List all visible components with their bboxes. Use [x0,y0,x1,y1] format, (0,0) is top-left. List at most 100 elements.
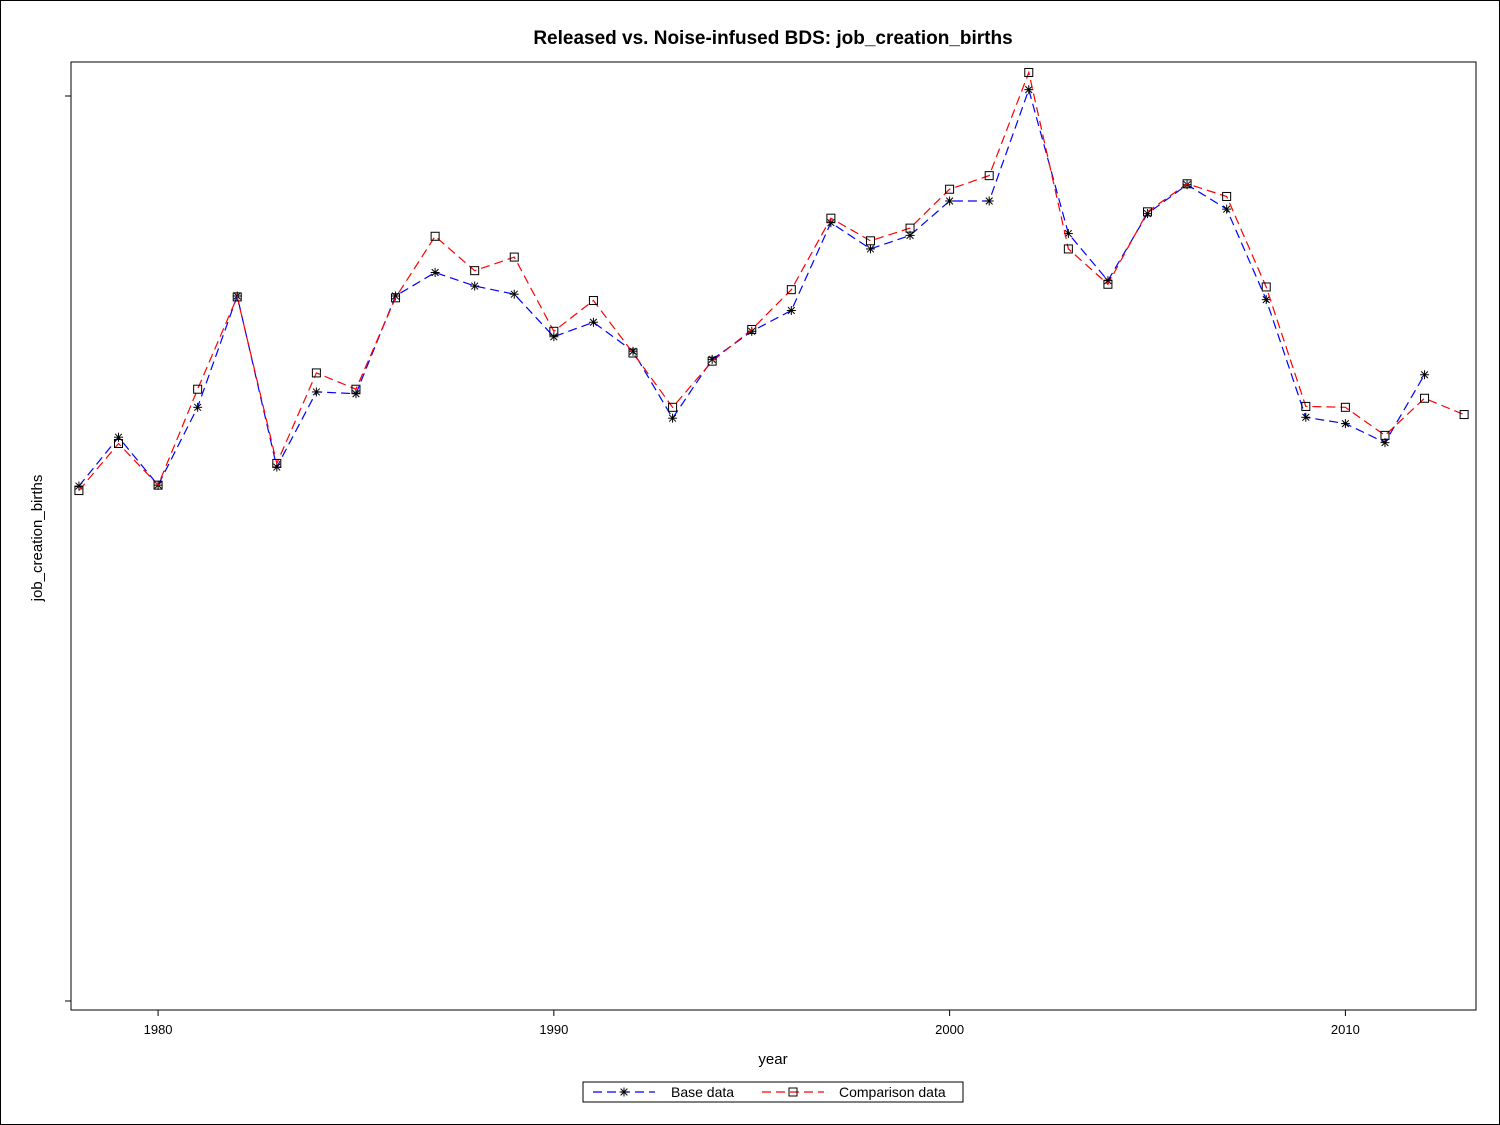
base-data-point-1978-stroke-3 [75,482,83,490]
x-tick-label-1980: 1980 [144,1022,173,1037]
comparison-data-point-2001 [984,171,994,181]
base-data-point-2006 [1182,180,1192,190]
comparison-data-point-2002 [1024,67,1034,77]
base-data-point-2010-stroke-3 [1341,419,1350,428]
comparison-data-point-1981 [193,384,203,394]
comparison-data-line [78,70,1465,491]
comparison-data-point-1985 [351,384,361,394]
comparison-data-point-2007 [1222,191,1232,201]
comparison-data-point-1986 [391,293,401,303]
comparison-data-point-1997 [826,213,836,223]
comparison-data-point-2013 [1459,410,1469,420]
base-data-point-2012-stroke-3 [1420,371,1429,379]
comparison-data-point-1979 [113,439,123,449]
base-data-point-2000-stroke-3 [945,197,954,205]
base-data-point-1985-stroke-3 [352,390,360,398]
base-data-point-1987-stroke-3 [431,268,439,277]
base-data-point-2011-stroke-3 [1381,438,1389,447]
comparison-data-point-2003 [1063,244,1073,254]
legend-comparison-data-marker [788,1087,798,1097]
comparison-data-point-1996 [786,285,796,295]
base-data-point-1989-stroke-3 [510,290,518,298]
base-data-point-2010 [1340,419,1350,429]
legend-box [582,1081,964,1103]
base-data-point-1993 [668,413,678,423]
comparison-data-point-1995 [747,324,757,334]
base-data-point-2007 [1222,204,1232,214]
comparison-data-point-1978 [74,486,84,496]
comparison-data-point-1998 [865,236,875,246]
y-axis-label: job_creation_births [29,475,46,603]
base-data-point-1984 [311,387,321,397]
base-data-point-1993-stroke-3 [668,414,677,422]
base-data-point-2001 [984,196,994,206]
base-data-point-2012 [1420,370,1430,380]
base-data-point-2006-stroke-3 [1183,180,1191,189]
x-axis-label: year [758,1051,787,1068]
base-data-point-1984-stroke-3 [312,388,321,396]
legend-base-data-label: Base data [671,1084,734,1100]
comparison-data-point-2012 [1420,393,1430,403]
comparison-data-point-1984 [311,368,321,378]
base-data-point-1989 [509,289,519,299]
x-tick-label-2010: 2010 [1331,1022,1360,1037]
base-data-point-2008-stroke-3 [1262,295,1270,304]
legend: Base data Comparison data [582,1081,964,1103]
base-data-point-2002 [1024,85,1034,95]
base-data-point-1991 [588,317,598,327]
legend-base-data-marker [619,1087,629,1097]
base-data-point-2003-stroke-3 [1064,229,1073,238]
base-data-point-1996 [786,305,796,315]
base-data-point-1979 [113,432,123,442]
base-data-point-1997-stroke-3 [827,218,835,227]
x-tick-label-2000: 2000 [935,1022,964,1037]
base-data-point-1991-stroke-3 [589,318,598,326]
base-data-point-1987 [430,267,440,277]
comparison-data-point-2008 [1261,282,1271,292]
x-tick-label-1990: 1990 [539,1022,568,1037]
base-data-point-1985 [351,389,361,399]
base-data-point-2001-stroke-3 [985,197,993,205]
base-data-point-2007-stroke-3 [1222,205,1231,213]
comparison-data-point-2006 [1182,179,1192,189]
comparison-data-point-1983 [272,458,282,468]
series-layer [74,67,1469,496]
comparison-data-point-1999 [905,223,915,233]
comparison-data-point-1989 [509,252,519,262]
comparison-data-point-2011 [1380,430,1390,440]
base-data-point-1996-stroke-3 [787,306,796,315]
base-data-point-1988 [470,281,480,291]
comparison-data-point-1991 [588,296,598,306]
base-data-point-2009 [1301,412,1311,422]
base-data-point-2000 [945,196,955,206]
plot-area [70,61,1477,1011]
comparison-data-point-2005 [1143,207,1153,217]
base-data-point-2008 [1261,295,1271,305]
base-data-point-1998 [865,244,875,254]
base-data-point-1988-stroke-3 [470,282,479,290]
base-data-point-1990-stroke-3 [550,333,558,341]
chart-title: Released vs. Noise-infused BDS: job_crea… [533,28,1012,49]
base-data-point-1999-stroke-3 [906,231,914,240]
legend-base-data-marker-stroke-3 [620,1088,628,1096]
y-axis-ticks [65,95,71,1002]
comparison-data-point-2000 [945,184,955,194]
x-axis-ticks: 1980 1990 2000 2010 [144,1010,1360,1037]
base-data-point-2002-stroke-3 [1025,85,1033,94]
base-data-point-1981-stroke-3 [193,403,202,412]
base-data-point-1981 [193,402,203,412]
comparison-data-point-2010 [1340,402,1350,412]
comparison-data-point-2004 [1103,279,1113,289]
comparison-data-point-1993 [668,402,678,412]
comparison-data-point-2009 [1301,401,1311,411]
comparison-data-point-1987 [430,231,440,241]
comparison-data-point-1992 [628,348,638,358]
comparison-data-point-1980 [153,480,163,490]
legend-items: Base data Comparison data [593,1084,946,1100]
comparison-data-point-1994 [707,356,717,366]
base-data-point-1990 [549,332,559,342]
comparison-data-point-1988 [470,266,480,276]
base-data-point-2009-stroke-3 [1302,413,1310,422]
